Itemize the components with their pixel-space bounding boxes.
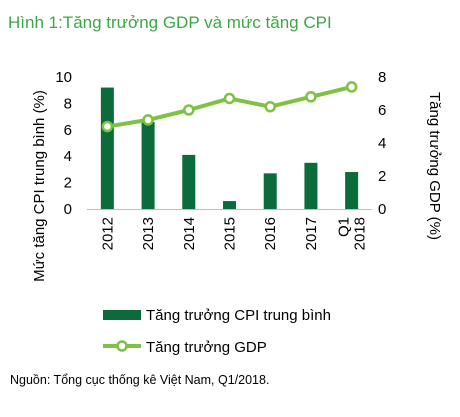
x-tick-label: 2016 (262, 217, 279, 250)
legend-cpi-label: Tăng trưởng CPI trung bình (146, 307, 331, 324)
legend-line-marker (116, 340, 128, 352)
legend-gdp-label: Tăng trưởng GDP (146, 339, 267, 356)
cpi-bar (182, 154, 196, 209)
legend-bar-swatch (103, 310, 141, 320)
gdp-point (223, 92, 236, 105)
y-left-tick-label: 10 (55, 69, 72, 86)
y-left-tick-label: 6 (64, 122, 72, 139)
y-right-tick-label: 6 (378, 102, 386, 119)
y-axis-left-label: Mức tăng CPI trung bình (%) (31, 90, 48, 282)
y-axis-right-label: Tăng trưởng GDP (%) (426, 92, 443, 240)
x-tick-label: Q1 (336, 217, 353, 237)
x-tick-label: 2014 (181, 217, 198, 250)
legend: Tăng trưởng CPI trung bình Tăng trưởng G… (103, 307, 331, 356)
gdp-point (305, 91, 317, 103)
y-left-tick-label: 4 (64, 148, 72, 165)
cpi-bar (304, 162, 318, 209)
gdp-point (183, 104, 195, 116)
gdp-point (101, 120, 114, 133)
cpi-bar (223, 201, 236, 209)
x-tick-label: 2017 (303, 217, 320, 250)
gdp-point (264, 100, 276, 113)
y-right-tick-label: 4 (378, 135, 386, 152)
x-tick-label: 2018 (352, 217, 369, 250)
x-tick-label: 2013 (140, 217, 157, 250)
x-tick-label: 2012 (99, 217, 116, 250)
cpi-bar (100, 87, 114, 209)
y-right-tick-label: 8 (378, 69, 386, 86)
y-left-tick-label: 0 (64, 201, 72, 218)
gdp-point (345, 81, 358, 93)
y-right-tick-label: 0 (378, 201, 386, 218)
y-left-tick-label: 2 (64, 175, 72, 192)
cpi-bar (263, 173, 277, 209)
cpi-bar (345, 172, 359, 209)
source-note: Nguồn: Tổng cục thống kê Việt Nam, Q1/20… (10, 373, 269, 387)
y-right-tick-label: 2 (378, 168, 386, 185)
chart-title: Hình 1:Tăng trưởng GDP và mức tăng CPI (8, 13, 332, 32)
gdp-point (142, 114, 154, 126)
x-tick-label: 2015 (222, 217, 239, 250)
plot-area: 0 2 4 6 8 10 0 2 4 6 8 2012 2013 2014 2015 2016 2017 Q1 20… (55, 69, 386, 250)
cpi-bar (141, 121, 155, 209)
y-left-tick-label: 8 (64, 95, 72, 112)
